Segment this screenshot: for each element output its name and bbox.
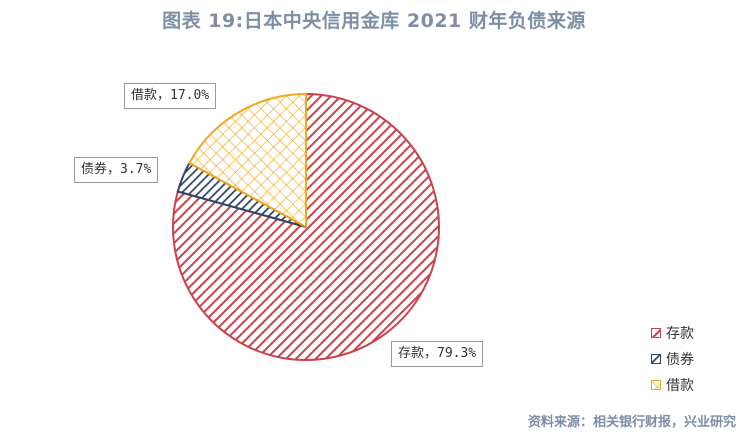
legend-item-deposit: 存款 [651,320,694,346]
legend-swatch-bond [651,354,661,364]
legend-label-deposit: 存款 [666,326,694,342]
legend-swatch-loan [651,380,661,390]
source-note: 资料来源：相关银行财报，兴业研究 [527,415,736,430]
pie-slice-deposit [172,93,440,361]
legend-item-loan: 借款 [651,372,694,398]
legend-label-bond: 债券 [666,352,694,368]
chart-title: 图表 19:日本中央信用金库 2021 财年负债来源 [162,10,586,32]
legend-swatch-deposit [651,328,661,338]
legend: 存款 债券 借款 [651,320,694,398]
pie-slice-loan [188,93,307,228]
data-label-deposit: 存款，79.3% [391,341,484,367]
legend-label-loan: 借款 [666,378,694,394]
legend-item-bond: 债券 [651,346,694,372]
data-label-bond: 债券，3.7% [74,157,159,183]
data-label-loan: 借款，17.0% [124,83,217,109]
